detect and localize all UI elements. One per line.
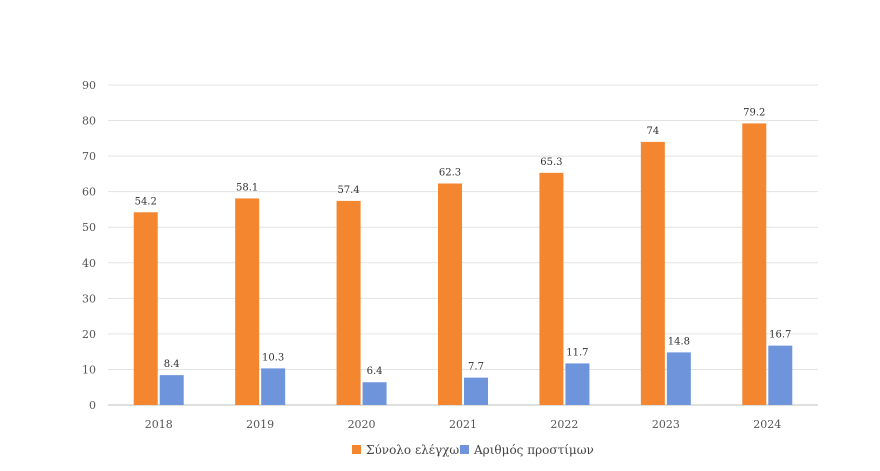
- data-label-series1-2018: 54.2: [135, 196, 157, 207]
- gridlines: [108, 84, 818, 406]
- y-tick-label: 60: [82, 186, 96, 199]
- bar-series2-2021: [464, 377, 488, 405]
- data-label-series2-2018: 8.4: [164, 359, 180, 370]
- data-labels: 54.2 8.4 58.1 10.3 57.4 6.4 62.3 7.7 65.3 11.7 74 1…: [135, 107, 792, 377]
- bar-series2-2018: [159, 375, 184, 405]
- x-axis: 2018 2019 2020 2021 2022 2023 2024: [145, 418, 782, 431]
- y-tick-label: 0: [89, 399, 96, 412]
- bar-series1-2018: [133, 212, 158, 405]
- data-label-series2-2023: 14.8: [668, 336, 690, 347]
- y-axis: 0 10 20 30 40 50 60 70 80 90: [82, 79, 96, 412]
- x-tick-label: 2023: [652, 418, 680, 431]
- y-tick-label: 90: [82, 79, 96, 92]
- data-label-series1-2020: 57.4: [337, 185, 359, 196]
- legend-label-series1: Σύνολο ελέγχων: [366, 443, 467, 457]
- y-tick-label: 10: [82, 363, 96, 376]
- bar-series2-2023: [666, 352, 691, 405]
- data-label-series2-2022: 11.7: [566, 347, 588, 358]
- data-label-series2-2024: 16.7: [769, 330, 791, 341]
- bar-series1-2023: [640, 141, 665, 405]
- legend-swatch-series1: [352, 445, 361, 454]
- bar-series2-2019: [261, 368, 286, 405]
- y-tick-label: 40: [82, 257, 96, 270]
- data-label-series1-2024: 79.2: [743, 107, 765, 118]
- bar-series2-2022: [565, 363, 590, 405]
- bar-series1-2022: [539, 172, 564, 405]
- bar-series1-2019: [235, 198, 260, 405]
- x-tick-label: 2022: [550, 418, 578, 431]
- x-tick-label: 2018: [145, 418, 173, 431]
- x-tick-label: 2019: [246, 418, 274, 431]
- y-tick-label: 80: [82, 115, 96, 128]
- bar-series1-2020: [336, 200, 361, 405]
- bar-series1-2024: [742, 123, 767, 406]
- y-tick-label: 70: [82, 150, 96, 163]
- y-tick-label: 30: [82, 292, 96, 305]
- bar-series2-2024: [768, 345, 793, 405]
- data-label-series2-2020: 6.4: [367, 366, 383, 377]
- data-label-series1-2021: 62.3: [439, 167, 461, 178]
- x-tick-label: 2020: [348, 418, 376, 431]
- bar-series2-2020: [362, 382, 387, 405]
- bars: [133, 123, 793, 406]
- data-label-series1-2019: 58.1: [236, 182, 258, 193]
- y-tick-label: 20: [82, 328, 96, 341]
- x-tick-label: 2021: [449, 418, 477, 431]
- legend-swatch-series2: [460, 445, 469, 454]
- legend-label-series2: Αριθμός προστίμων: [473, 443, 594, 457]
- data-label-series1-2023: 74: [646, 126, 659, 137]
- bar-series1-2021: [438, 183, 462, 405]
- data-label-series2-2021: 7.7: [468, 362, 484, 373]
- data-label-series2-2019: 10.3: [262, 352, 284, 363]
- data-label-series1-2022: 65.3: [540, 157, 562, 168]
- y-tick-label: 50: [82, 221, 96, 234]
- legend: Σύνολο ελέγχων Αριθμός προστίμων: [352, 443, 594, 457]
- x-tick-label: 2024: [753, 418, 781, 431]
